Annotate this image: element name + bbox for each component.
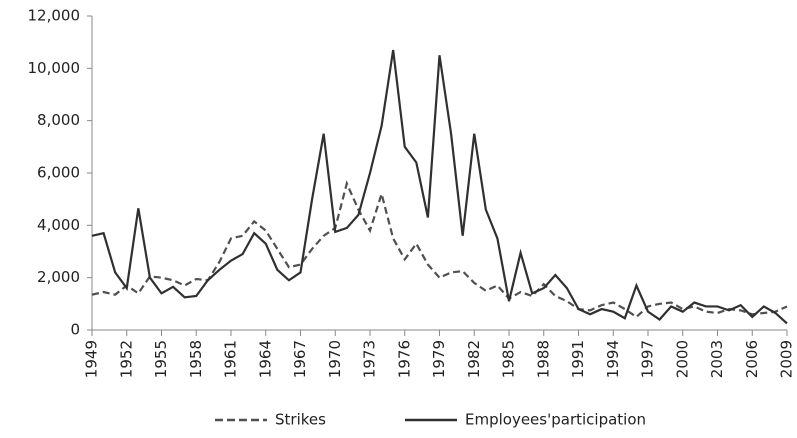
- x-tick-label: 2006: [743, 340, 761, 378]
- x-tick-label: 1952: [117, 340, 135, 378]
- y-tick-label: 2,000: [37, 268, 80, 286]
- x-tick-label: 1961: [222, 340, 240, 378]
- x-tick-label: 1988: [534, 340, 552, 378]
- y-tick-label: 0: [70, 321, 80, 339]
- series-line: [91, 49, 788, 325]
- x-tick-label: 1949: [83, 340, 101, 378]
- x-tick-label: 1979: [430, 340, 448, 378]
- x-tick-label: 1958: [187, 340, 205, 378]
- x-tick-label: 1997: [639, 340, 657, 378]
- y-tick-label: 4,000: [37, 216, 80, 234]
- legend-label: Employees'participation: [465, 411, 646, 429]
- x-tick-label: 1985: [500, 340, 518, 378]
- x-tick-label: 1967: [291, 340, 309, 378]
- legend-label: Strikes: [275, 411, 326, 429]
- x-tick-label: 1964: [256, 340, 274, 378]
- y-tick-label: 6,000: [37, 164, 80, 182]
- x-tick-label: 1955: [152, 340, 170, 378]
- x-tick-label: 1976: [395, 340, 413, 378]
- x-tick-label: 2003: [708, 340, 726, 378]
- x-tick-label: 1991: [569, 340, 587, 378]
- y-tick-label: 8,000: [37, 111, 80, 129]
- x-tick-label: 1994: [604, 340, 622, 378]
- x-tick-label: 1973: [361, 340, 379, 378]
- y-tick-label: 10,000: [28, 59, 81, 77]
- x-tick-label: 2000: [673, 340, 691, 378]
- y-tick-label: 12,000: [28, 7, 81, 25]
- x-tick-label: 2009: [778, 340, 796, 378]
- x-tick-label: 1982: [465, 340, 483, 378]
- x-tick-label: 1970: [326, 340, 344, 378]
